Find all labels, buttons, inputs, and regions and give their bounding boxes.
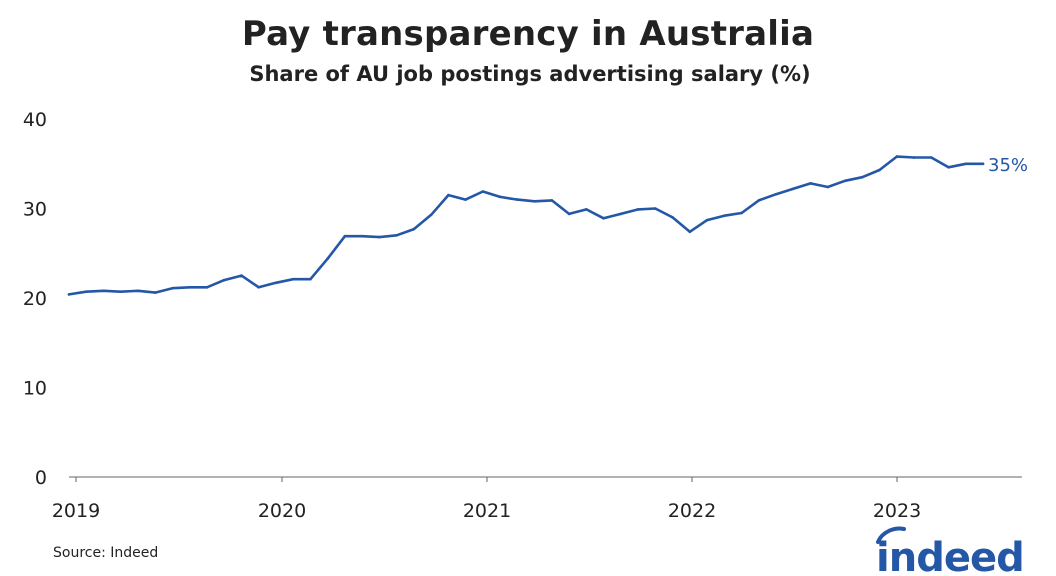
indeed-logo: indeed — [876, 526, 1025, 576]
data-point — [343, 234, 347, 238]
data-point — [429, 213, 433, 217]
data-point — [136, 289, 140, 293]
data-point — [619, 212, 623, 216]
data-point — [481, 190, 485, 193]
data-point — [84, 290, 88, 294]
data-point — [636, 208, 640, 211]
data-point — [861, 175, 864, 179]
data-point — [240, 274, 243, 277]
source-note: Source: Indeed — [53, 545, 159, 561]
data-point — [119, 290, 122, 294]
chart-subtitle: Share of AU job postings advertising sal… — [249, 62, 811, 86]
data-point — [981, 162, 985, 166]
data-point — [740, 211, 743, 215]
data-point — [602, 217, 605, 220]
data-point — [688, 230, 692, 234]
data-point — [550, 199, 554, 202]
indeed-logo-text: indeed — [876, 535, 1024, 576]
data-point — [585, 208, 588, 211]
data-point — [912, 156, 916, 159]
data-point — [274, 281, 278, 285]
data-point — [395, 234, 399, 237]
data-point — [930, 156, 933, 159]
data-point — [671, 216, 674, 219]
x-tick-label: 2019 — [52, 500, 100, 522]
y-tick-label: 0 — [35, 467, 47, 489]
data-point — [257, 286, 261, 289]
data-point — [326, 257, 330, 260]
data-point — [102, 289, 105, 293]
data-point — [654, 207, 657, 210]
data-point — [67, 293, 71, 296]
data-point — [757, 199, 761, 202]
data-point — [447, 193, 450, 197]
x-axis-tick-labels: 2019 2020 2021 2022 2023 — [52, 477, 921, 522]
data-point — [774, 192, 778, 196]
y-tick-label: 40 — [23, 109, 47, 131]
y-tick-label: 20 — [23, 288, 47, 310]
indeed-logo-arc-icon — [876, 526, 906, 544]
data-point — [309, 277, 312, 281]
data-point — [498, 195, 502, 199]
y-tick-label: 30 — [23, 199, 47, 221]
data-point — [153, 291, 157, 294]
x-tick-label: 2022 — [668, 500, 716, 522]
data-point — [878, 168, 881, 172]
data-point — [826, 185, 830, 189]
data-point — [360, 234, 364, 238]
data-point — [809, 182, 812, 185]
series-layer: 35% — [67, 155, 1028, 296]
data-point — [723, 214, 726, 217]
y-axis-tick-labels: 0 10 20 30 40 — [23, 109, 47, 489]
data-point — [378, 235, 381, 239]
series-end-label: 35% — [988, 155, 1028, 176]
y-tick-label: 10 — [23, 378, 47, 400]
data-point — [171, 286, 174, 290]
data-point — [205, 286, 209, 289]
data-point — [567, 212, 571, 216]
x-tick-label: 2023 — [873, 500, 921, 522]
data-point — [464, 198, 467, 201]
data-point — [895, 155, 899, 158]
data-point — [843, 179, 847, 183]
x-tick-label: 2021 — [463, 500, 511, 522]
chart-title: Pay transparency in Australia — [241, 14, 815, 54]
data-point — [291, 277, 295, 281]
data-point — [964, 162, 968, 166]
data-point — [222, 278, 226, 282]
x-tick-label: 2020 — [258, 500, 306, 522]
data-point — [792, 187, 795, 191]
series-line — [67, 155, 985, 296]
data-point — [516, 198, 519, 201]
data-point — [412, 227, 416, 231]
data-point — [533, 200, 536, 203]
data-point — [188, 286, 191, 289]
data-point — [705, 218, 709, 222]
data-point — [947, 166, 950, 169]
